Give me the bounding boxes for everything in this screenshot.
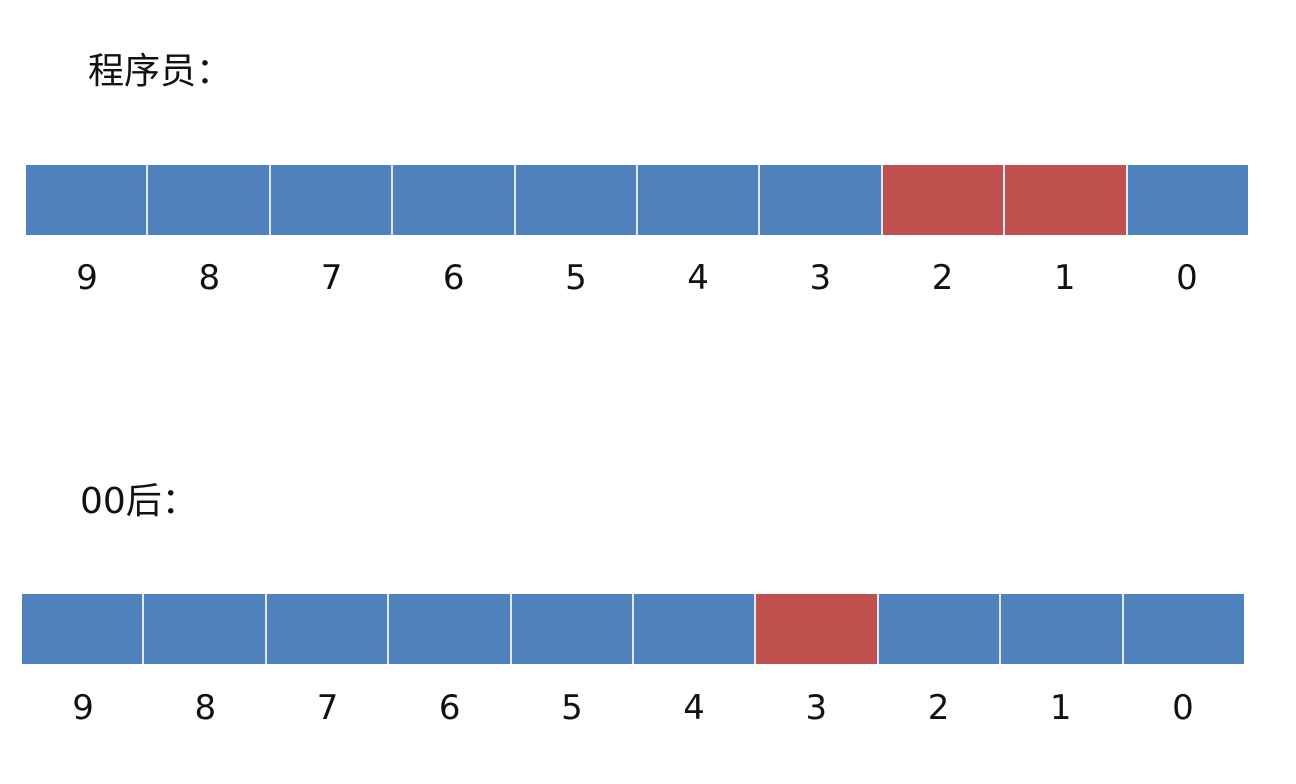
bit-index-label: 5	[565, 258, 587, 298]
bit-index-label: 4	[683, 688, 705, 728]
bit-cell	[511, 594, 635, 664]
bit-index-label: 1	[1053, 258, 1076, 298]
bit-cell	[270, 165, 394, 235]
bit-bar-programmer	[26, 165, 1249, 235]
bit-cell	[878, 594, 1002, 664]
bit-index-label: 4	[687, 258, 709, 298]
bit-cell	[144, 594, 267, 664]
bit-index-label: 2	[927, 688, 950, 728]
bit-cell	[26, 165, 149, 235]
bit-cell	[756, 594, 879, 664]
bit-index-label: 0	[1176, 258, 1198, 298]
bit-cell	[638, 165, 761, 235]
bit-bar-post00	[22, 594, 1245, 664]
bit-cell	[1001, 594, 1124, 664]
bit-index-label: 0	[1172, 688, 1194, 728]
bit-index-label: 6	[442, 258, 465, 298]
bit-index-label: 6	[438, 688, 461, 728]
bit-index-label: 5	[561, 688, 583, 728]
bit-index-label: 1	[1049, 688, 1072, 728]
bit-index-label: 9	[76, 258, 98, 298]
bit-index-label: 2	[931, 258, 954, 298]
bit-index-label: 8	[194, 688, 217, 728]
bit-index-label: 3	[805, 688, 828, 728]
bit-index-label: 9	[72, 688, 94, 728]
bit-cell	[266, 594, 390, 664]
bit-cell	[389, 594, 512, 664]
bit-cell	[22, 594, 145, 664]
bit-index-label: 3	[809, 258, 832, 298]
bit-cell	[148, 165, 271, 235]
bit-index-label: 7	[316, 688, 339, 728]
bit-cell	[1127, 165, 1249, 235]
bit-cell	[515, 165, 639, 235]
bit-index-row-post00: 9 8 7 6 5 4 3 2 1 0	[22, 686, 1244, 730]
section-label-programmer: 程序员：	[88, 51, 233, 92]
bit-cell	[882, 165, 1006, 235]
bit-index-label: 7	[320, 258, 343, 298]
bit-cell	[1005, 165, 1128, 235]
section-label-post00: 00后：	[80, 481, 198, 522]
bit-cell	[760, 165, 883, 235]
bit-cell	[1123, 594, 1245, 664]
bit-index-row-programmer: 9 8 7 6 5 4 3 2 1 0	[26, 256, 1248, 300]
bit-cell	[393, 165, 516, 235]
bit-index-label: 8	[198, 258, 221, 298]
bit-cell	[634, 594, 757, 664]
